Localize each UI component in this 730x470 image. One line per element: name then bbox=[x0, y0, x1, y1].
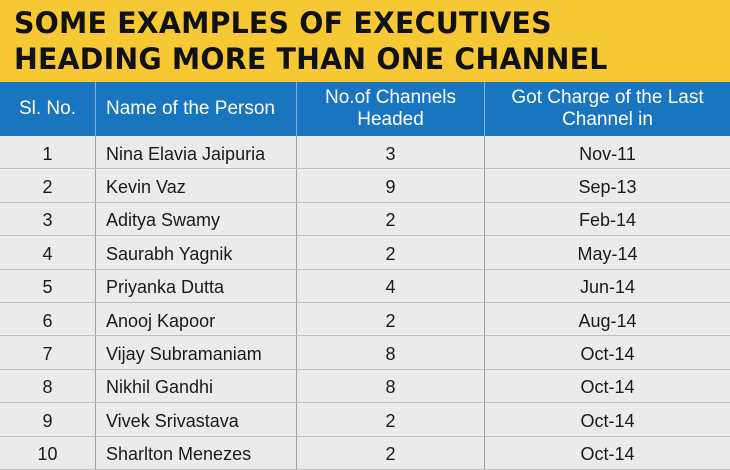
table-row: 1 Nina Elavia Jaipuria 3 Nov-11 bbox=[0, 136, 730, 170]
person-name-cell: Nikhil Gandhi bbox=[96, 369, 297, 403]
last-channel-date-cell: Aug-14 bbox=[578, 310, 637, 331]
person-name-cell: Vivek Srivastava bbox=[96, 403, 297, 436]
serial-number-cell: 8 bbox=[0, 369, 96, 403]
table-row: 2 Kevin Vaz 9 Sep-13 bbox=[0, 169, 730, 203]
serial-number-cell: 5 bbox=[0, 269, 96, 302]
last-channel-date-cell: Oct-14 bbox=[580, 444, 635, 465]
person-name-cell: Anooj Kapoor bbox=[96, 302, 297, 336]
person-name-cell: Priyanka Dutta bbox=[96, 269, 297, 302]
serial-number-cell: 10 bbox=[0, 436, 96, 469]
title-banner: SOME EXAMPLES OF EXECUTIVES HEADING MORE… bbox=[0, 0, 730, 82]
table-body: 1 Nina Elavia Jaipuria 3 Nov-11 2 Kevin Vaz 9 S… bbox=[0, 136, 730, 470]
last-channel-date-cell: Oct-14 bbox=[580, 377, 635, 398]
serial-number-cell: 4 bbox=[0, 236, 96, 269]
channels-count-cell: 2 bbox=[297, 236, 485, 269]
channels-count-cell: 2 bbox=[297, 302, 485, 336]
table-row: 8 Nikhil Gandhi 8 Oct-14 bbox=[0, 369, 730, 404]
person-name-cell: Nina Elavia Jaipuria bbox=[96, 136, 297, 169]
table-row: 5 Priyanka Dutta 4 Jun-14 bbox=[0, 269, 730, 303]
last-channel-date-cell: Nov-11 bbox=[579, 143, 636, 164]
serial-number-cell: 3 bbox=[0, 202, 96, 236]
table-row: 3 Aditya Swamy 2 Feb-14 bbox=[0, 202, 730, 237]
title-line-1: SOME EXAMPLES OF EXECUTIVES bbox=[14, 6, 552, 40]
table-row: 7 Vijay Subramaniam 8 Oct-14 bbox=[0, 336, 730, 370]
header-channels-headed: No.of Channels Headed bbox=[297, 82, 485, 136]
serial-number-cell: 6 bbox=[0, 302, 96, 336]
person-name-cell: Sharlton Menezes bbox=[96, 436, 297, 469]
last-channel-date-cell: May-14 bbox=[577, 243, 638, 264]
last-channel-date-cell: Oct-14 bbox=[580, 344, 635, 365]
last-channel-date-cell: Oct-14 bbox=[580, 410, 635, 431]
channels-count-cell: 9 bbox=[297, 169, 485, 202]
channels-count-cell: 2 bbox=[297, 436, 485, 469]
serial-number-cell: 2 bbox=[0, 169, 96, 202]
channels-count-cell: 3 bbox=[297, 136, 485, 169]
header-last-channel-date: Got Charge of the Last Channel in bbox=[511, 87, 704, 130]
channels-count-cell: 2 bbox=[297, 403, 485, 436]
person-name-cell: Kevin Vaz bbox=[96, 169, 297, 202]
channels-count-cell: 2 bbox=[297, 202, 485, 236]
person-name-cell: Vijay Subramaniam bbox=[96, 336, 297, 369]
channels-count-cell: 8 bbox=[297, 336, 485, 369]
person-name-cell: Aditya Swamy bbox=[96, 202, 297, 236]
last-channel-date-cell: Jun-14 bbox=[579, 277, 636, 298]
channels-count-cell: 8 bbox=[297, 369, 485, 403]
title-line-2: HEADING MORE THAN ONE CHANNEL bbox=[14, 42, 608, 76]
channels-count-cell: 4 bbox=[297, 269, 485, 302]
header-person-name: Name of the Person bbox=[96, 82, 297, 136]
table-row: 9 Vivek Srivastava 2 Oct-14 bbox=[0, 403, 730, 437]
last-channel-date-cell: Feb-14 bbox=[578, 210, 637, 231]
table-row: 6 Anooj Kapoor 2 Aug-14 bbox=[0, 302, 730, 337]
header-serial-number: Sl. No. bbox=[0, 82, 96, 136]
table-header: Sl. No. Name of the Person No.of Channel… bbox=[0, 82, 730, 136]
table-row: 10 Sharlton Menezes 2 Oct-14 bbox=[0, 436, 730, 470]
serial-number-cell: 7 bbox=[0, 336, 96, 369]
serial-number-cell: 9 bbox=[0, 403, 96, 436]
person-name-cell: Saurabh Yagnik bbox=[96, 236, 297, 269]
last-channel-date-cell: Sep-13 bbox=[578, 177, 637, 198]
table-row: 4 Saurabh Yagnik 2 May-14 bbox=[0, 236, 730, 270]
serial-number-cell: 1 bbox=[0, 136, 96, 169]
